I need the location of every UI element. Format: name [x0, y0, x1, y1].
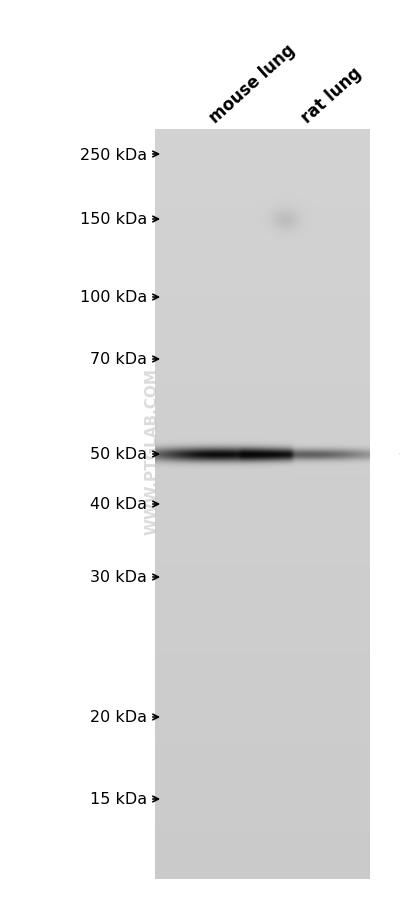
- Text: rat lung: rat lung: [298, 64, 365, 127]
- FancyBboxPatch shape: [155, 130, 370, 879]
- Text: 30 kDa: 30 kDa: [90, 570, 147, 584]
- Text: 40 kDa: 40 kDa: [90, 497, 147, 512]
- Text: 150 kDa: 150 kDa: [80, 212, 147, 227]
- Text: 100 kDa: 100 kDa: [80, 290, 147, 305]
- Text: 15 kDa: 15 kDa: [90, 792, 147, 806]
- Text: WWW.PTGLAB.COM: WWW.PTGLAB.COM: [144, 368, 160, 534]
- Text: 250 kDa: 250 kDa: [80, 147, 147, 162]
- Text: 50 kDa: 50 kDa: [90, 447, 147, 462]
- Text: mouse lung: mouse lung: [206, 41, 299, 127]
- Text: 70 kDa: 70 kDa: [90, 352, 147, 367]
- Text: 20 kDa: 20 kDa: [90, 710, 147, 724]
